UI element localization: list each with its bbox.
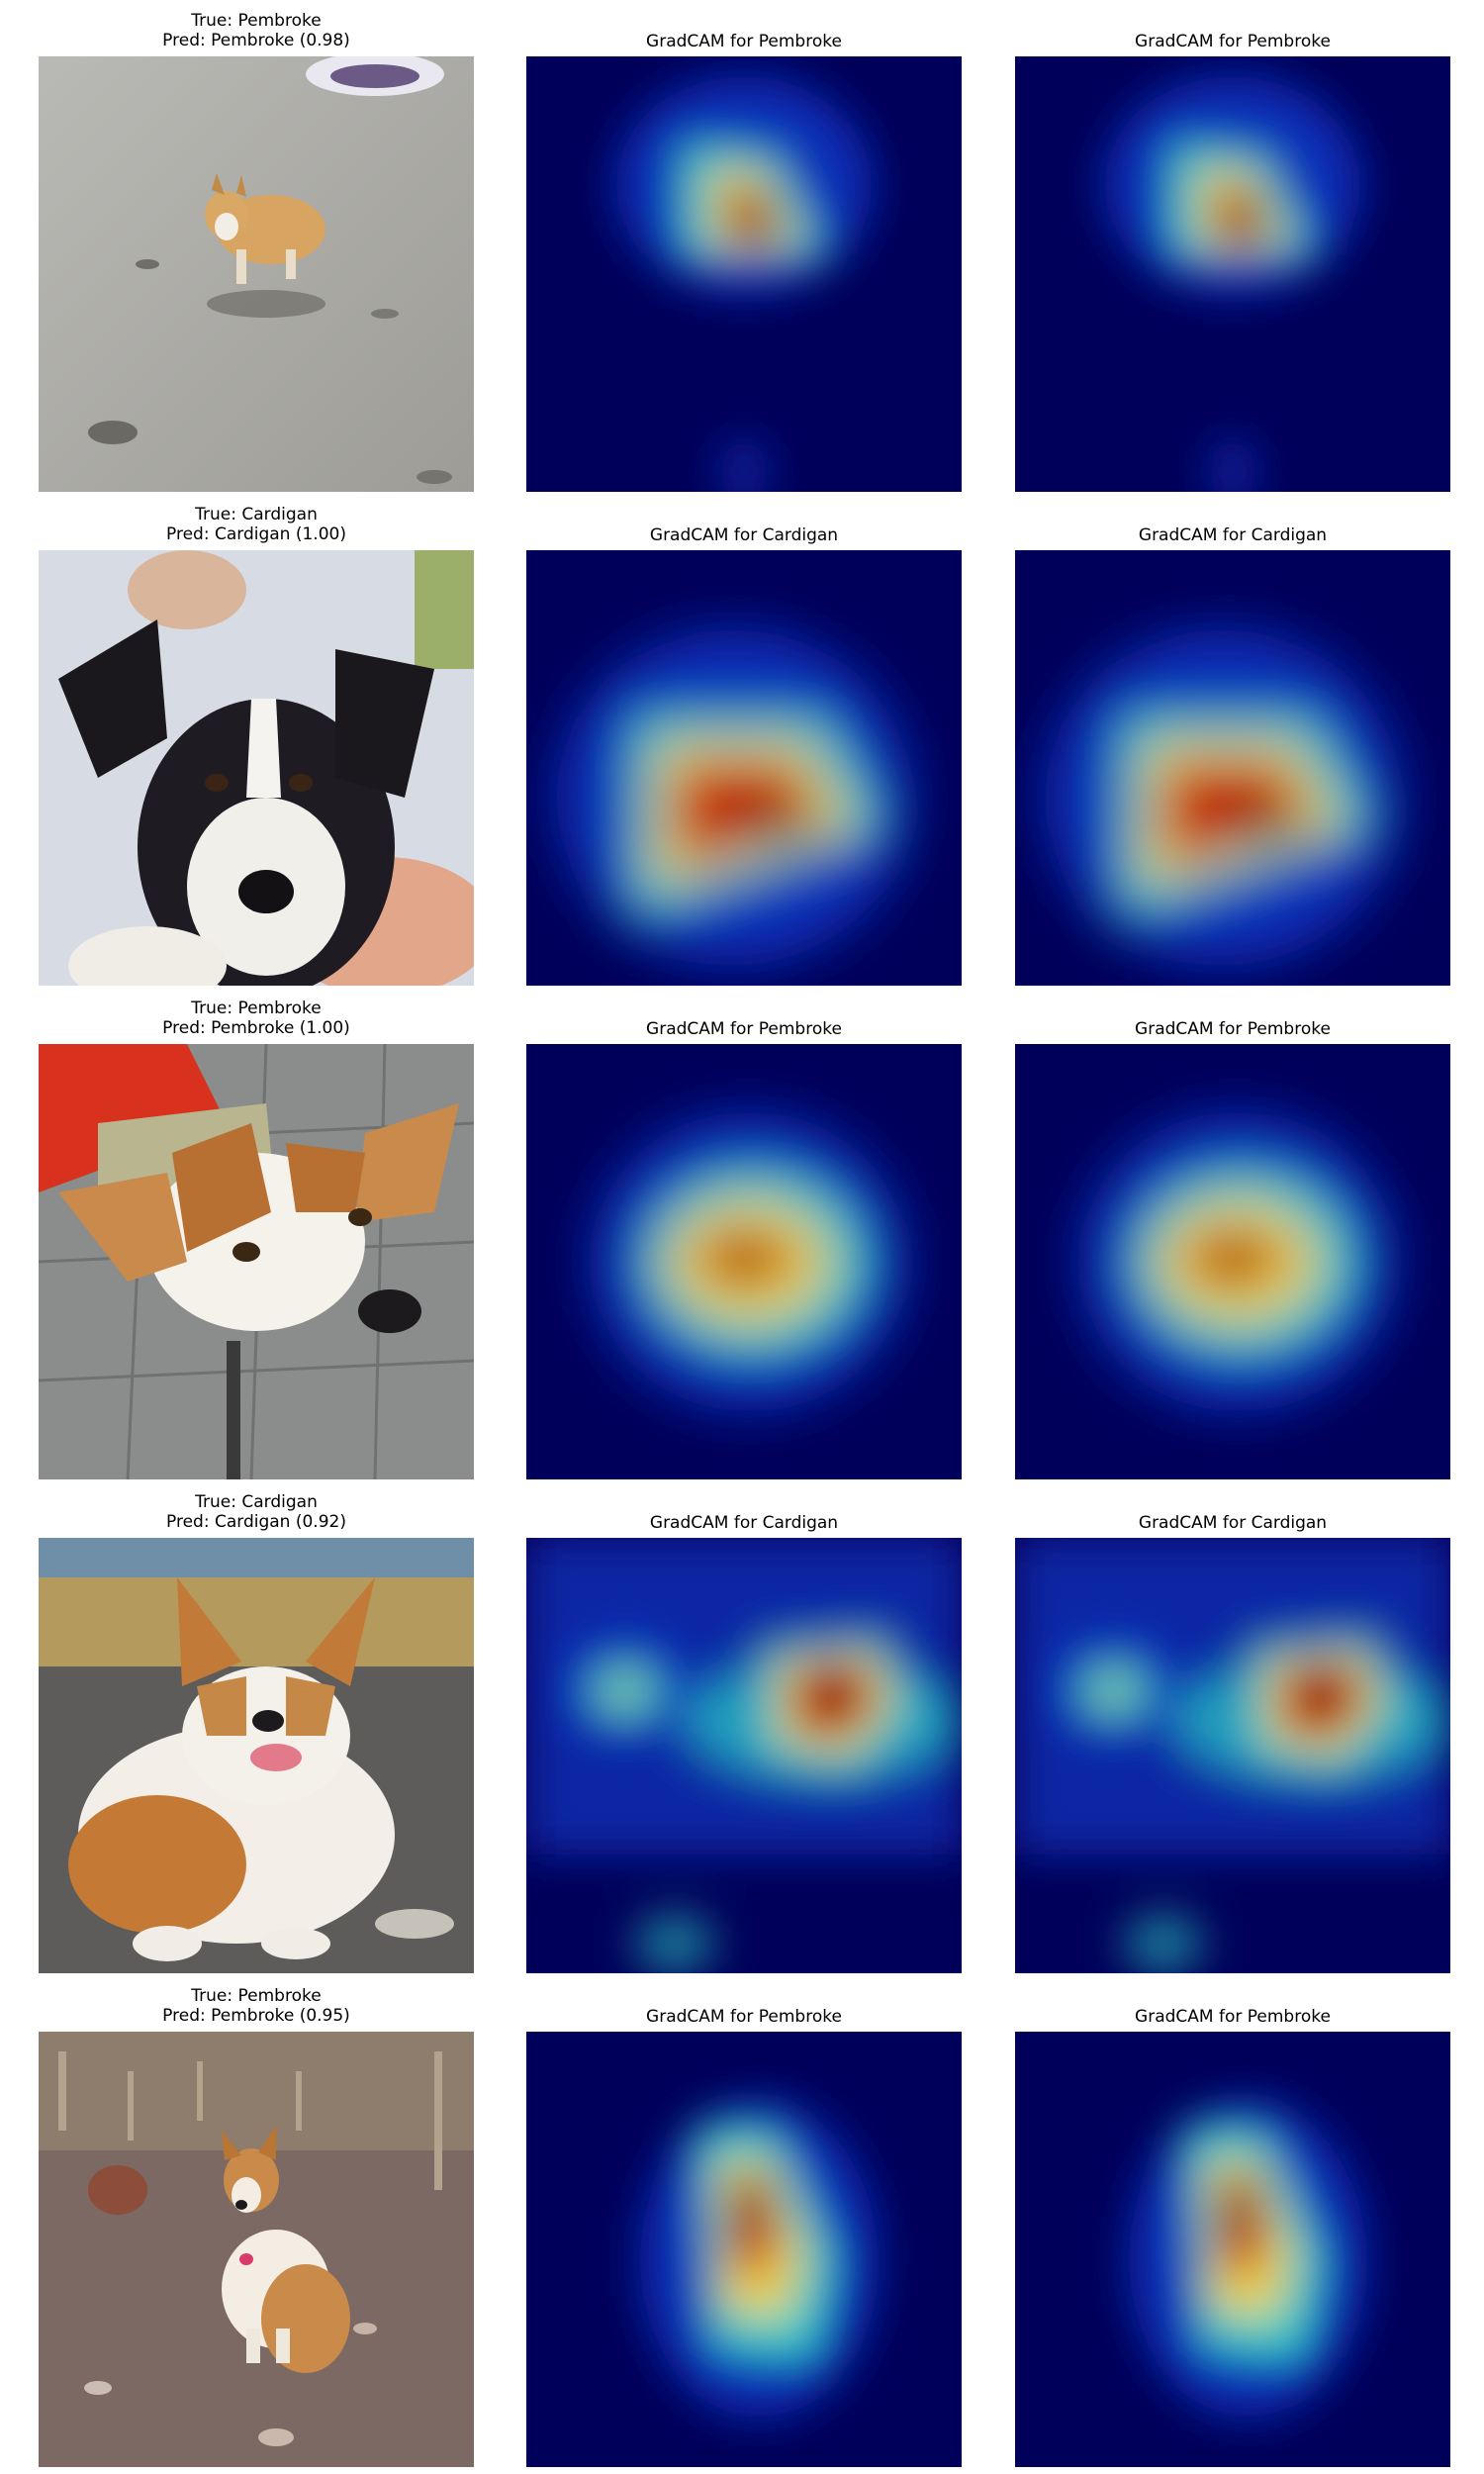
- true-label: True: Pembroke: [191, 999, 322, 1018]
- row-5-gradcam-heatmap-1: [526, 2032, 962, 2467]
- row-1-gradcam-title-2: GradCAM for Pembroke: [1135, 32, 1331, 51]
- row-3-gradcam-title-2: GradCAM for Pembroke: [1135, 1019, 1331, 1039]
- pred-label: Pred: Cardigan (1.00): [166, 524, 346, 544]
- row-2-photo-puppy-held: [39, 550, 474, 986]
- row-2-gradcam-title-2: GradCAM for Cardigan: [1138, 525, 1328, 545]
- row-1-photo-corgi-pavement: [39, 56, 474, 492]
- row-5-gradcam-heatmap-2: [1015, 2032, 1450, 2467]
- row-1-photo-title: True: Pembroke Pred: Pembroke (0.98): [39, 11, 474, 50]
- row-4-photo-smiling-corgi: [39, 1538, 474, 1973]
- pred-label: Pred: Pembroke (1.00): [162, 1018, 350, 1038]
- row-4-gradcam-title-1: GradCAM for Cardigan: [649, 1513, 839, 1533]
- row-1-gradcam-title-1: GradCAM for Pembroke: [646, 32, 842, 51]
- row-2-gradcam-title-1: GradCAM for Cardigan: [649, 525, 839, 545]
- row-4-gradcam-title-2: GradCAM for Cardigan: [1138, 1513, 1328, 1533]
- row-5-gradcam-title-2: GradCAM for Pembroke: [1135, 2007, 1331, 2027]
- row-3-gradcam-heatmap-1: [526, 1044, 962, 1479]
- row-5-photo-sitting-corgi: [39, 2032, 474, 2467]
- row-4-photo-title: True: Cardigan Pred: Cardigan (0.92): [39, 1492, 474, 1532]
- row-1-gradcam-heatmap-1: [526, 56, 962, 492]
- pred-label: Pred: Pembroke (0.98): [162, 31, 350, 50]
- row-2-photo-title: True: Cardigan Pred: Cardigan (1.00): [39, 505, 474, 544]
- true-label: True: Cardigan: [195, 1492, 318, 1512]
- row-3-gradcam-heatmap-2: [1015, 1044, 1450, 1479]
- row-3-photo-corgi-closeup: [39, 1044, 474, 1479]
- row-2-gradcam-heatmap-2: [1015, 550, 1450, 986]
- row-4-gradcam-heatmap-2: [1015, 1538, 1450, 1973]
- row-1-gradcam-heatmap-2: [1015, 56, 1450, 492]
- pred-label: Pred: Pembroke (0.95): [162, 2006, 350, 2026]
- row-2-gradcam-heatmap-1: [526, 550, 962, 986]
- row-5-photo-title: True: Pembroke Pred: Pembroke (0.95): [39, 1986, 474, 2026]
- true-label: True: Pembroke: [191, 11, 322, 31]
- row-4-gradcam-heatmap-1: [526, 1538, 962, 1973]
- row-3-gradcam-title-1: GradCAM for Pembroke: [646, 1019, 842, 1039]
- true-label: True: Cardigan: [195, 505, 318, 524]
- row-5-gradcam-title-1: GradCAM for Pembroke: [646, 2007, 842, 2027]
- true-label: True: Pembroke: [191, 1986, 322, 2006]
- row-3-photo-title: True: Pembroke Pred: Pembroke (1.00): [39, 999, 474, 1038]
- pred-label: Pred: Cardigan (0.92): [166, 1512, 346, 1532]
